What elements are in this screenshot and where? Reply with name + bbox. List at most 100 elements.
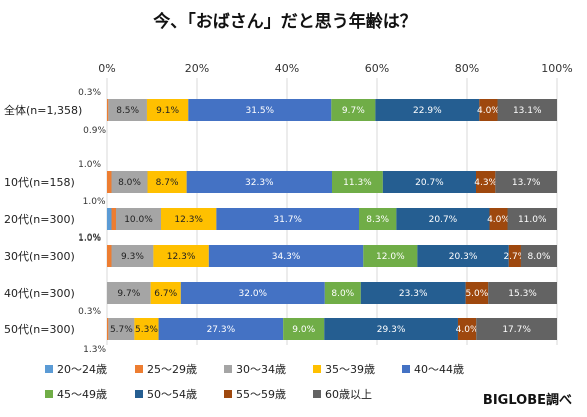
data-label: 20.3% — [449, 252, 478, 262]
bar-segment — [396, 208, 490, 230]
data-label: 27.3% — [207, 325, 236, 335]
data-label: 4.0% — [477, 106, 500, 116]
data-label: 22.9% — [413, 106, 442, 116]
data-label: 12.0% — [376, 252, 405, 262]
bar-segment — [134, 318, 159, 340]
x-tick-label: 20% — [185, 62, 209, 75]
data-label: 5.0% — [465, 289, 488, 299]
bar-segment — [208, 245, 364, 267]
data-label: 8.0% — [331, 289, 354, 299]
bar-segment — [108, 318, 135, 340]
legend-label: 35～39歳 — [325, 363, 375, 376]
bar-segment — [116, 208, 161, 230]
bar-segment — [332, 171, 383, 193]
category-label: 50代(n=300) — [4, 323, 75, 336]
bar-segment — [186, 171, 332, 193]
data-label: 0.3% — [78, 307, 101, 317]
bar-segment — [283, 318, 325, 340]
data-label: 0.3% — [78, 88, 101, 98]
x-tick-label: 100% — [541, 62, 572, 75]
legend-label: 20～24歳 — [57, 363, 107, 376]
data-label: 9.1% — [156, 106, 179, 116]
data-label: 8.5% — [116, 106, 139, 116]
legend-label: 25～29歳 — [147, 363, 197, 376]
bar-segment — [479, 99, 498, 121]
bar-segment — [111, 245, 154, 267]
category-label: 20代(n=300) — [4, 213, 75, 226]
bar-segment — [158, 318, 284, 340]
legend: 20～24歳 25～29歳 30～34歳 35～39歳 40～44歳 45～49歳 50～5… — [45, 363, 464, 401]
bar-segment — [216, 208, 359, 230]
data-label: 11.0% — [518, 215, 547, 225]
legend-label: 40～44歳 — [414, 363, 464, 376]
data-label: 4.3% — [474, 178, 497, 188]
bar-segment — [359, 208, 397, 230]
bar-segment — [180, 282, 325, 304]
bar-segment — [508, 245, 521, 267]
bar-segment — [324, 318, 458, 340]
data-label: 12.3% — [167, 252, 196, 262]
bar-segment — [375, 99, 480, 121]
legend-swatch — [135, 365, 143, 373]
legend-swatch — [313, 390, 321, 398]
bar-segment — [363, 245, 418, 267]
x-tick-label: 60% — [365, 62, 389, 75]
legend-label: 45～49歳 — [57, 388, 107, 401]
data-label: 29.3% — [377, 325, 406, 335]
bar-segment — [111, 171, 148, 193]
data-label: 4.0% — [487, 215, 510, 225]
data-label: 20.7% — [415, 178, 444, 188]
x-tick-label: 40% — [275, 62, 299, 75]
bar-segment — [107, 171, 112, 193]
category-label: 10代(n=158) — [4, 176, 75, 189]
bar-segment — [417, 245, 509, 267]
legend-swatch — [45, 365, 53, 373]
data-label: 8.0% — [528, 252, 551, 262]
bar-segment — [488, 282, 557, 304]
bar-segment — [476, 318, 557, 340]
bar-segment — [465, 282, 489, 304]
data-label: 1.0% — [78, 160, 101, 170]
bar-segment — [497, 99, 557, 121]
legend-label: 50～54歳 — [147, 388, 197, 401]
bar-segment — [360, 282, 466, 304]
data-label: 13.1% — [513, 106, 542, 116]
legend-swatch — [135, 390, 143, 398]
category-label: 40代(n=300) — [4, 287, 75, 300]
bar-segment — [147, 171, 187, 193]
data-label: 0.9% — [83, 126, 106, 136]
data-label: 32.0% — [239, 289, 268, 299]
bar-segment — [107, 99, 109, 121]
legend-swatch — [224, 365, 232, 373]
data-label: 9.0% — [292, 325, 315, 335]
x-tick-label: 0% — [98, 62, 115, 75]
bar-segment — [188, 99, 332, 121]
data-label: 5.3% — [135, 325, 158, 335]
bar-segment — [495, 171, 557, 193]
data-label: 8.3% — [366, 215, 389, 225]
data-label: 12.3% — [174, 215, 203, 225]
data-label: 8.7% — [156, 178, 179, 188]
bar-segment — [520, 245, 557, 267]
bar-segment — [107, 208, 112, 230]
bar-segment — [107, 245, 112, 267]
data-label: 1.3% — [83, 345, 106, 355]
category-layer: 全体(n=1,358) 10代(n=158) 20代(n=300) 30代(n=300… — [4, 103, 82, 336]
data-label: 1.0% — [78, 233, 101, 243]
data-label: 13.7% — [512, 178, 541, 188]
legend-swatch — [402, 365, 410, 373]
data-label: 5.7% — [110, 325, 133, 335]
bar-layer: 0.3% 8.5% 9.1% 31.5% 9.7% 22.9% 4.0% 13.1% 1.0% 8… — [78, 88, 557, 355]
bar-segment — [146, 99, 189, 121]
data-label: 31.7% — [273, 215, 302, 225]
legend-swatch — [224, 390, 232, 398]
data-label: 17.7% — [502, 325, 531, 335]
data-label: 31.5% — [246, 106, 275, 116]
data-label: 1.0% — [78, 234, 101, 244]
category-label: 30代(n=300) — [4, 250, 75, 263]
bar-segment — [507, 208, 557, 230]
chart-title: 今、「おばさん」だと思う年齢は？ — [153, 11, 417, 32]
bar-segment — [331, 99, 376, 121]
